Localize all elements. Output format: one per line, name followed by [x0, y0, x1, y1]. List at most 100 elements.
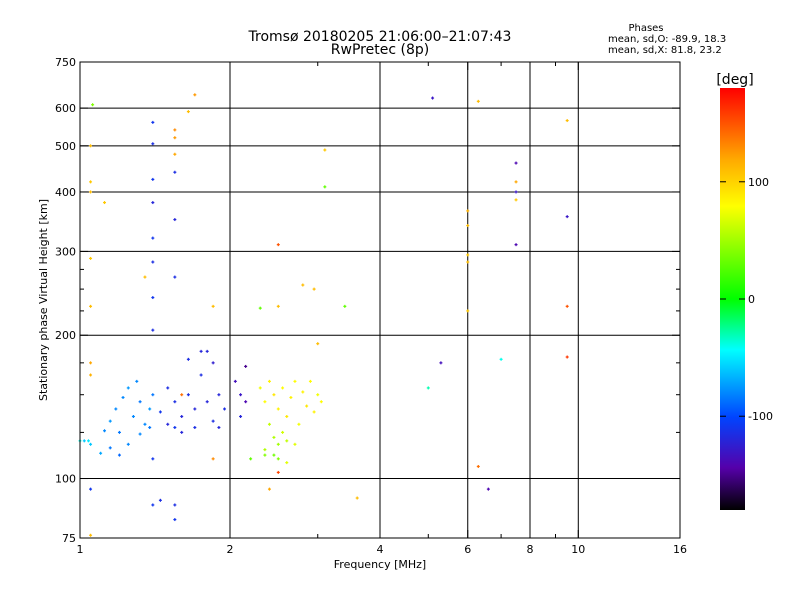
data-point	[312, 410, 316, 414]
data-point	[103, 201, 107, 205]
data-point	[205, 349, 209, 353]
data-point	[173, 400, 177, 404]
data-point	[211, 304, 215, 308]
data-point	[166, 386, 170, 390]
data-point	[173, 518, 177, 522]
data-point	[121, 395, 125, 399]
data-point	[89, 144, 93, 148]
colorbar-label: [deg]	[716, 72, 753, 88]
data-point	[499, 357, 503, 361]
x-tick-label: 1	[77, 543, 84, 556]
data-point	[180, 430, 184, 434]
data-point	[86, 439, 90, 443]
data-point	[355, 496, 359, 500]
data-point	[258, 306, 262, 310]
data-point	[312, 287, 316, 291]
plot-area: 1 2 4 6 8 10 16 75 100 200 300 400 500 600 750	[55, 56, 687, 556]
data-point	[151, 503, 155, 507]
data-point	[323, 148, 327, 152]
data-point	[244, 400, 248, 404]
x-axis-label: Frequency [MHz]	[334, 558, 426, 571]
data-point	[476, 99, 480, 103]
data-point	[285, 461, 289, 465]
data-point	[205, 400, 209, 404]
data-point	[476, 464, 480, 468]
data-point	[173, 152, 177, 156]
data-point	[301, 390, 305, 394]
data-point	[281, 430, 285, 434]
data-point	[186, 393, 190, 397]
data-point	[233, 379, 237, 383]
data-point	[151, 296, 155, 300]
data-point	[565, 304, 569, 308]
data-point	[211, 419, 215, 423]
data-point	[114, 407, 118, 411]
data-point	[180, 414, 184, 418]
data-point	[108, 419, 112, 423]
colorbar-ticks: 100 0 -100	[720, 176, 773, 423]
data-point	[193, 425, 197, 429]
data-point	[272, 435, 276, 439]
data-point	[466, 309, 470, 313]
data-point	[272, 453, 276, 457]
data-point	[89, 180, 93, 184]
data-point	[173, 275, 177, 279]
colorbar-tick-label: 0	[748, 293, 755, 306]
data-point	[276, 243, 280, 247]
data-point	[151, 142, 155, 146]
data-point	[173, 425, 177, 429]
y-tick-label: 500	[55, 140, 76, 153]
data-point	[276, 457, 280, 461]
data-point	[99, 451, 103, 455]
y-tick-label: 600	[55, 102, 76, 115]
chart-subtitle: RwPretec (8p)	[331, 42, 429, 58]
data-point	[289, 395, 293, 399]
data-point	[158, 498, 162, 502]
phase-stats-legend: Phases mean, sd,O: -89.9, 18.3 mean, sd,…	[608, 23, 726, 56]
data-point	[426, 386, 430, 390]
data-point	[514, 180, 518, 184]
data-point	[148, 407, 152, 411]
data-point	[514, 190, 518, 194]
y-tick-label: 200	[55, 329, 76, 342]
data-point	[308, 379, 312, 383]
data-point	[267, 422, 271, 426]
data-point	[173, 503, 177, 507]
data-point	[143, 275, 147, 279]
legend-line-o: mean, sd,O: -89.9, 18.3	[608, 34, 726, 45]
chart-title: Tromsø 20180205 21:06:00–21:07:43	[248, 29, 512, 45]
data-point	[272, 393, 276, 397]
data-point	[89, 304, 93, 308]
data-point	[565, 215, 569, 219]
data-point	[297, 422, 301, 426]
data-point	[486, 487, 490, 491]
data-point	[319, 400, 323, 404]
data-point	[193, 93, 197, 97]
data-point	[343, 304, 347, 308]
data-point	[211, 457, 215, 461]
y-tick-label: 750	[55, 56, 76, 69]
x-tick-label: 8	[527, 543, 534, 556]
data-point	[466, 260, 470, 264]
data-point	[565, 355, 569, 359]
axis-ticks: 1 2 4 6 8 10 16 75 100 200 300 400 500 600 750	[55, 56, 687, 556]
colorbar-tick-label: -100	[748, 410, 773, 423]
data-point	[89, 256, 93, 260]
data-point	[158, 410, 162, 414]
data-point	[151, 457, 155, 461]
data-point	[82, 439, 86, 443]
data-point	[285, 439, 289, 443]
x-tick-label: 6	[464, 543, 471, 556]
data-point	[91, 103, 95, 107]
data-point	[173, 170, 177, 174]
data-point	[276, 442, 280, 446]
data-point	[258, 386, 262, 390]
data-point	[173, 136, 177, 140]
data-point	[285, 414, 289, 418]
data-point	[117, 453, 121, 457]
data-point	[316, 393, 320, 397]
data-point	[301, 283, 305, 287]
data-point	[126, 442, 130, 446]
data-point	[244, 364, 248, 368]
data-point	[180, 393, 184, 397]
